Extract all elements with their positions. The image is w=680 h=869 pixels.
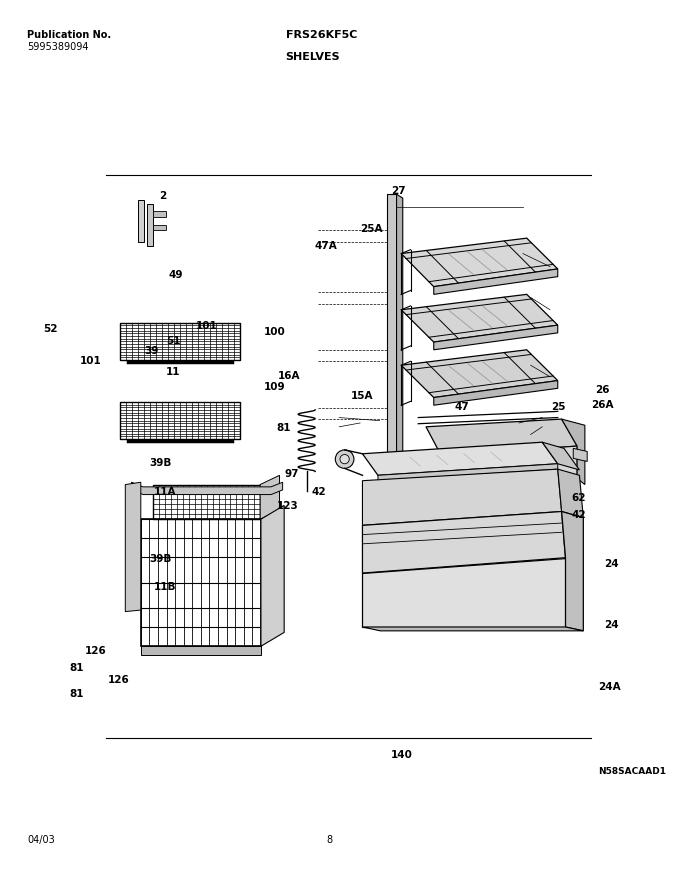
Text: 24: 24 — [604, 619, 619, 629]
Text: 25A: 25A — [360, 223, 383, 234]
Text: 2: 2 — [159, 190, 167, 201]
Text: N58SACAAD1: N58SACAAD1 — [598, 766, 666, 775]
Polygon shape — [131, 482, 283, 495]
Text: 15A: 15A — [351, 390, 373, 401]
Polygon shape — [434, 269, 558, 295]
Text: 39: 39 — [144, 345, 158, 355]
Bar — [153, 226, 166, 231]
Text: 11: 11 — [166, 367, 180, 377]
Circle shape — [335, 450, 354, 469]
Polygon shape — [401, 350, 558, 398]
Polygon shape — [362, 469, 562, 526]
Polygon shape — [562, 420, 585, 485]
Text: 81: 81 — [69, 662, 84, 673]
Polygon shape — [362, 442, 558, 475]
Circle shape — [340, 455, 350, 464]
Text: 126: 126 — [84, 645, 106, 655]
Polygon shape — [573, 449, 588, 462]
Bar — [137, 201, 144, 242]
Bar — [153, 212, 166, 217]
Polygon shape — [426, 420, 577, 456]
Text: Publication No.: Publication No. — [27, 30, 112, 39]
Polygon shape — [562, 512, 583, 631]
Polygon shape — [558, 469, 583, 518]
Text: 81: 81 — [69, 688, 84, 699]
Bar — [153, 485, 260, 520]
Polygon shape — [441, 447, 577, 489]
Polygon shape — [426, 456, 441, 489]
Bar — [141, 647, 261, 656]
Text: 04/03: 04/03 — [27, 834, 55, 844]
Text: 47A: 47A — [314, 241, 337, 251]
Text: 101: 101 — [196, 321, 218, 331]
Text: 81: 81 — [276, 422, 290, 433]
Polygon shape — [401, 295, 558, 342]
Text: 101: 101 — [80, 355, 102, 366]
Bar — [120, 402, 240, 440]
Polygon shape — [401, 239, 558, 288]
Polygon shape — [396, 195, 403, 489]
Text: 25: 25 — [551, 401, 565, 412]
Text: 42: 42 — [571, 509, 586, 520]
Text: 27: 27 — [391, 186, 406, 196]
Text: 109: 109 — [264, 381, 286, 392]
Polygon shape — [434, 381, 558, 406]
Text: 39B: 39B — [150, 457, 172, 468]
Text: 26: 26 — [595, 384, 609, 395]
Text: 97: 97 — [284, 468, 299, 479]
Text: 49: 49 — [169, 269, 183, 280]
Text: 39B: 39B — [150, 553, 172, 563]
Text: 51: 51 — [167, 335, 181, 346]
Polygon shape — [434, 326, 558, 350]
Polygon shape — [378, 464, 558, 481]
Text: FRS26KF5C: FRS26KF5C — [286, 30, 357, 39]
Text: 52: 52 — [44, 323, 58, 334]
Text: 62: 62 — [571, 492, 585, 502]
Text: 47: 47 — [454, 401, 469, 412]
Text: 26A: 26A — [592, 399, 614, 409]
Polygon shape — [542, 442, 579, 470]
Text: 24A: 24A — [598, 681, 621, 692]
Text: 8: 8 — [326, 834, 333, 844]
Polygon shape — [387, 195, 396, 485]
Text: 11B: 11B — [154, 581, 176, 592]
Polygon shape — [261, 506, 284, 647]
Text: 11A: 11A — [154, 487, 176, 497]
Polygon shape — [260, 475, 279, 520]
Text: 140: 140 — [391, 749, 413, 760]
Text: SHELVES: SHELVES — [286, 52, 340, 62]
Polygon shape — [125, 482, 141, 612]
Bar — [120, 323, 240, 361]
Text: 42: 42 — [311, 486, 326, 496]
Text: 126: 126 — [107, 674, 129, 685]
Polygon shape — [362, 558, 566, 627]
Bar — [147, 204, 153, 247]
Text: 5995389094: 5995389094 — [27, 42, 88, 51]
Text: 123: 123 — [277, 501, 299, 511]
Polygon shape — [362, 512, 566, 574]
Polygon shape — [362, 627, 583, 631]
Text: 100: 100 — [264, 327, 286, 337]
Text: 16A: 16A — [277, 370, 300, 381]
Text: 24: 24 — [604, 558, 619, 568]
Bar — [141, 520, 261, 647]
